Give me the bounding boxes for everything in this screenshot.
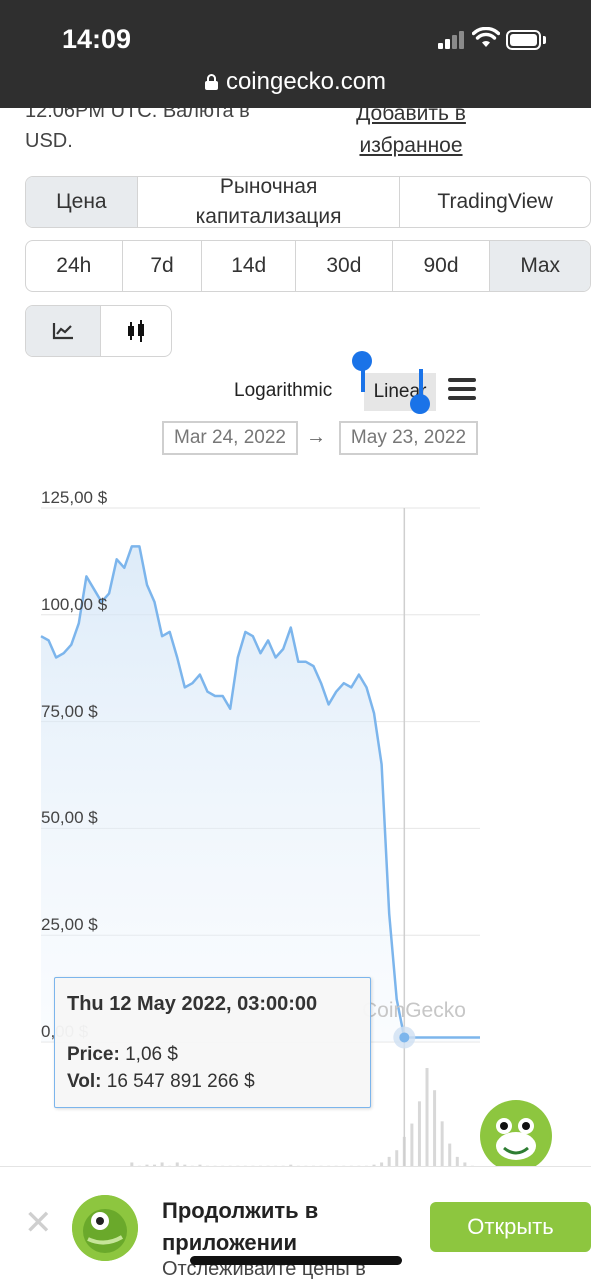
selection-handle-end-dot[interactable] <box>410 394 430 414</box>
chart-tooltip: Thu 12 May 2022, 03:00:00 Price: 1,06 $ … <box>54 977 371 1108</box>
page-info-line: USD. <box>25 130 73 152</box>
status-and-url-bar: 14:09 coingecko.com <box>0 0 591 108</box>
volume-bar <box>380 1162 384 1168</box>
tooltip-volume-value: 16 547 891 266 $ <box>106 1071 255 1092</box>
gecko-mascot-icon <box>482 1102 550 1170</box>
volume-bar <box>175 1162 179 1168</box>
wifi-icon <box>472 27 500 47</box>
chart-watermark: CoinGecko <box>362 999 466 1022</box>
y-tick-label: 100,00 $ <box>41 594 108 614</box>
status-time: 14:09 <box>62 24 132 54</box>
app-install-banner: ✕ Продолжить в приложении Отслеживайте ц… <box>0 1166 591 1280</box>
volume-bar <box>395 1150 399 1168</box>
range-7d[interactable]: 7d <box>123 241 203 291</box>
volume-bar <box>417 1101 421 1168</box>
selection-handle-start[interactable] <box>361 362 365 392</box>
y-tick-label: 25,00 $ <box>41 915 98 935</box>
battery-icon <box>506 30 546 50</box>
selection-handle-start-dot[interactable] <box>352 351 372 371</box>
selection-handle-end[interactable] <box>419 369 423 401</box>
favorites-line: избранное <box>359 134 463 157</box>
range-90d[interactable]: 90d <box>393 241 491 291</box>
tooltip-price-row: Price: 1,06 $ <box>67 1044 178 1066</box>
volume-bar <box>130 1162 134 1168</box>
price-area <box>41 546 480 1042</box>
url-bar[interactable]: coingecko.com <box>0 68 591 96</box>
range-selector: 24h 7d 14d 30d 90d Max <box>25 240 591 292</box>
tooltip-date: Thu 12 May 2022, 03:00:00 <box>67 993 318 1015</box>
range-max[interactable]: Max <box>490 241 590 291</box>
banner-title: Продолжить в приложении <box>162 1198 319 1255</box>
tooltip-price-value: 1,06 $ <box>125 1044 178 1065</box>
tab-tradingview[interactable]: TradingView <box>437 190 553 213</box>
volume-bar <box>387 1156 391 1168</box>
cellular-signal-icon <box>438 31 468 49</box>
close-banner-icon[interactable]: ✕ <box>24 1204 53 1242</box>
range-30d[interactable]: 30d <box>296 241 393 291</box>
date-from-input[interactable]: Mar 24, 2022 <box>162 421 298 455</box>
candlestick-icon <box>127 320 144 342</box>
tooltip-price-label: Price: <box>67 1044 120 1065</box>
y-tick-label: 50,00 $ <box>41 808 98 828</box>
volume-bar <box>455 1156 459 1168</box>
volume-bar <box>433 1090 437 1168</box>
chart-type-toggle <box>25 305 172 357</box>
tab-price[interactable]: Цена <box>26 177 138 227</box>
tab-market-cap[interactable]: Рыночная капитализация <box>138 177 401 227</box>
gecko-mascot-button[interactable] <box>480 1100 552 1172</box>
tooltip-volume-row: Vol: 16 547 891 266 $ <box>67 1071 255 1093</box>
line-chart-icon <box>52 323 73 340</box>
y-tick-label: 75,00 $ <box>41 701 98 721</box>
candlestick-button[interactable] <box>101 306 171 356</box>
tooltip-volume-label: Vol: <box>67 1071 102 1092</box>
volume-bar <box>463 1162 467 1168</box>
coingecko-logo-icon <box>72 1195 138 1261</box>
range-24h[interactable]: 24h <box>26 241 123 291</box>
y-tick-label: 125,00 $ <box>41 488 108 507</box>
range-14d[interactable]: 14d <box>202 241 297 291</box>
home-indicator <box>190 1256 402 1265</box>
volume-bar <box>440 1121 444 1168</box>
lock-icon <box>204 74 218 90</box>
volume-bar <box>410 1123 414 1168</box>
url-text: coingecko.com <box>225 68 387 95</box>
line-chart-button[interactable] <box>26 306 101 356</box>
hover-point <box>399 1032 410 1043</box>
chart-menu-icon[interactable] <box>448 378 476 402</box>
date-range-arrow: → <box>306 426 326 448</box>
volume-bar <box>425 1068 429 1168</box>
open-app-button[interactable]: Открыть <box>430 1202 591 1252</box>
volume-bar <box>160 1162 164 1168</box>
volume-bar <box>448 1143 452 1168</box>
scale-logarithmic-option[interactable]: Logarithmic <box>234 380 333 401</box>
date-to-input[interactable]: May 23, 2022 <box>339 421 478 455</box>
chart-tabs: Цена Рыночная капитализация TradingView <box>25 176 591 228</box>
